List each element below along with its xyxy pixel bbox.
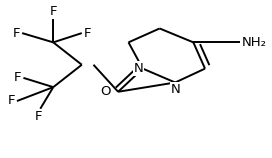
Text: NH₂: NH₂: [242, 36, 267, 49]
Text: F: F: [14, 71, 21, 84]
Text: F: F: [13, 27, 20, 40]
Text: N: N: [134, 62, 143, 75]
Text: F: F: [50, 5, 57, 18]
Text: F: F: [35, 110, 42, 123]
Text: O: O: [100, 85, 110, 98]
Text: F: F: [7, 94, 15, 107]
Text: F: F: [84, 27, 91, 40]
Text: N: N: [171, 82, 181, 95]
